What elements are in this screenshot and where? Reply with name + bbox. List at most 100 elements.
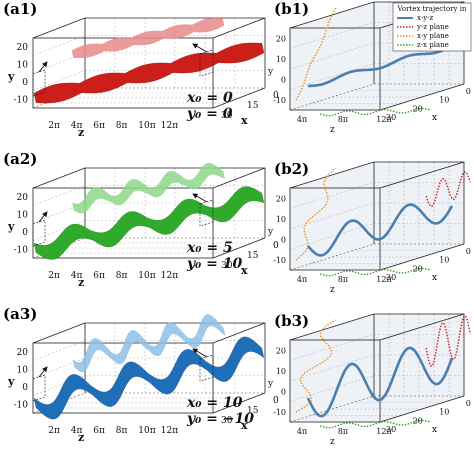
grid-line [289, 354, 375, 382]
y-axis-label: y [7, 70, 15, 83]
z-tick-label: 8π [338, 427, 348, 436]
grid-line [289, 202, 375, 230]
y-tick-label: 10 [276, 55, 286, 64]
cross-section-box [32, 219, 46, 247]
axes-edge [379, 313, 465, 341]
vortex-tube [33, 336, 265, 420]
grid-line [32, 357, 86, 379]
z-tick-label: 4π [297, 275, 307, 284]
panel-label: (b1) [274, 0, 309, 18]
grid-line [32, 202, 86, 224]
z-tick-label: 6π [93, 271, 105, 281]
axes-front-face [289, 339, 381, 423]
axes-front-face [289, 187, 381, 271]
ghost-vortex-tube [72, 162, 225, 214]
grid-line [289, 223, 375, 250]
legend-entry: z-x plane [417, 41, 449, 49]
x-tick-label: 30 [386, 113, 396, 122]
x-tick-label: 30 [221, 111, 233, 121]
x-tick-label: 20 [413, 416, 423, 425]
grid-line [289, 375, 375, 402]
y-tick-label: 0 [281, 387, 286, 396]
grid-line [289, 22, 375, 49]
z-tick-label: 10π [138, 426, 155, 436]
x-axis-label: x [241, 419, 248, 432]
y-axis-label: y [7, 220, 15, 233]
trajectory-yz-line [425, 171, 471, 208]
x-tick-label: 10 [439, 96, 449, 105]
z-tick-label: 12π [376, 427, 391, 436]
y-tick-label: 0 [22, 78, 28, 88]
y-tick-label: -10 [14, 245, 29, 255]
grid-line [32, 52, 86, 74]
grid-line [32, 220, 86, 241]
y-tick-label: -10 [273, 256, 286, 265]
vortex-tube [33, 186, 265, 260]
z-tick-label: 2π [48, 426, 60, 436]
param-y0: y₀ = 10 [186, 256, 242, 272]
axes-background [290, 314, 464, 422]
arrow [192, 43, 208, 53]
grid-line [289, 334, 375, 361]
axes-front-face [32, 342, 214, 414]
param-x0: x₀ = 0 [186, 90, 233, 106]
y-tick-label: 10 [17, 210, 29, 220]
y-tick-label: -10 [14, 400, 29, 410]
z-tick-label: 4π [71, 271, 83, 281]
x-tick-label: 30 [386, 425, 396, 434]
x-tick-label: 30 [386, 273, 396, 282]
z-tick-label: 4π [71, 121, 83, 131]
x-axis-label: x [432, 273, 437, 283]
y-tick-label: 10 [17, 365, 29, 375]
arrow [38, 211, 48, 223]
trajectory-xyz-line [306, 346, 454, 418]
arrow [38, 61, 48, 73]
axes-box [289, 313, 465, 423]
z-axis-label: z [78, 276, 84, 289]
axes-edge [32, 167, 86, 189]
x-axis-label: x [432, 425, 437, 435]
axes-back-edge [373, 313, 465, 396]
grid-line [32, 35, 86, 56]
y-tick-label: 10 [17, 60, 29, 70]
y-tick-label: 20 [276, 194, 286, 203]
y-tick-label: 0 [281, 235, 286, 244]
axes-edge [379, 395, 465, 423]
x-tick-label: 20 [413, 264, 423, 273]
z-tick-label: 2π [48, 121, 60, 131]
y-axis-label: y [267, 67, 274, 77]
z-tick-label: 4π [71, 426, 83, 436]
axes-edge [212, 87, 266, 109]
y-tick-label: 10 [276, 215, 286, 224]
grid-line [32, 185, 86, 206]
z-axis-label: z [330, 285, 335, 295]
axes-edge [379, 161, 465, 189]
trajectory-xyz-line [307, 203, 454, 257]
grid-line [289, 182, 375, 209]
x-tick-label: 0 [466, 247, 471, 256]
y-tick-label: -10 [14, 95, 29, 105]
vortex-tube [33, 42, 265, 104]
axes-back-edge [373, 161, 465, 244]
trajectory-yz-line [425, 314, 471, 368]
x-tick-label: 30 [221, 261, 233, 271]
z-tick-label: 8π [116, 426, 128, 436]
grid-line [289, 42, 375, 70]
cross-section-box [199, 354, 214, 382]
param-x0: x₀ = 10 [186, 395, 243, 411]
y-tick-label: -10 [273, 96, 286, 105]
x-tick-label: 15 [247, 251, 259, 261]
panel-a1: (a1) 20 10 0 -10 y 2π 4π 6π 8π 10π 12π z 0 15 30 x x₀ = 0… [3, 0, 279, 139]
axes-edge [289, 161, 375, 189]
grid-lines [289, 314, 464, 416]
trajectory-zx-line [319, 419, 431, 429]
axes-edge [289, 395, 375, 423]
panel-label: (a3) [3, 305, 37, 323]
legend-title: Vortex trajectory in [397, 5, 467, 13]
x-tick-label: 30 [221, 416, 233, 426]
x-tick-label: 20 [413, 104, 423, 113]
axes-edge [212, 17, 266, 39]
